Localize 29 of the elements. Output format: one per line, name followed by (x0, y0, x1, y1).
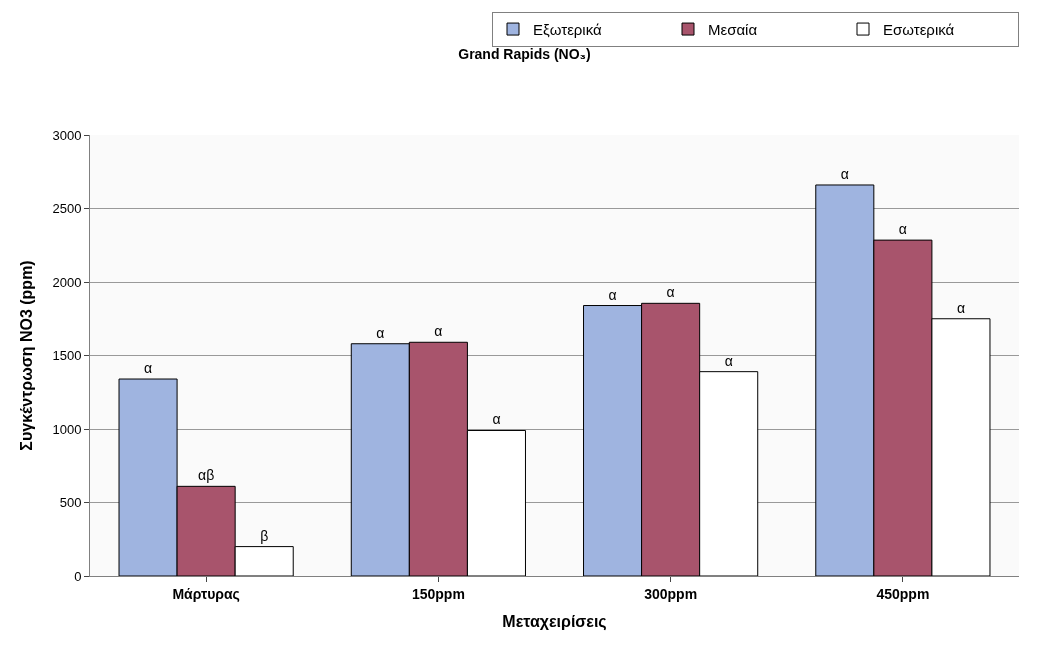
y-tick-label: 0 (74, 568, 82, 584)
y-tick-label: 2000 (52, 274, 82, 290)
data-label: α (608, 286, 617, 303)
x-axis-title: Μεταχειρίσεις (502, 613, 607, 632)
data-label: α (898, 221, 907, 238)
y-axis-title: Συγκέντρωση NO3 (ppm) (18, 260, 36, 451)
data-label: α (840, 165, 849, 182)
data-label: α (434, 323, 443, 340)
data-label: α (666, 284, 675, 301)
data-label: α (956, 299, 965, 316)
y-tick-label: 2500 (52, 201, 82, 217)
x-tick-label: 300ppm (644, 585, 698, 602)
data-label: α (724, 352, 733, 369)
chart-title: Grand Rapids (NO₃) (458, 46, 591, 62)
y-tick-label: 1000 (52, 421, 82, 437)
legend-label: Εξωτερικά (533, 20, 603, 38)
legend-label: Εσωτερικά (883, 20, 955, 38)
data-label: α (144, 360, 153, 377)
y-tick-label: 3000 (52, 127, 82, 143)
x-tick-label: 450ppm (876, 585, 930, 602)
data-label: αβ (198, 467, 215, 484)
x-tick-label: 150ppm (411, 585, 465, 602)
data-label: α (492, 411, 501, 428)
data-label: β (260, 527, 269, 544)
x-tick-label: Μάρτυρας (172, 585, 240, 602)
legend-label: Μεσαία (708, 20, 758, 38)
data-label: α (376, 324, 385, 341)
y-tick-label: 500 (59, 495, 82, 511)
y-tick-label: 1500 (52, 348, 82, 364)
